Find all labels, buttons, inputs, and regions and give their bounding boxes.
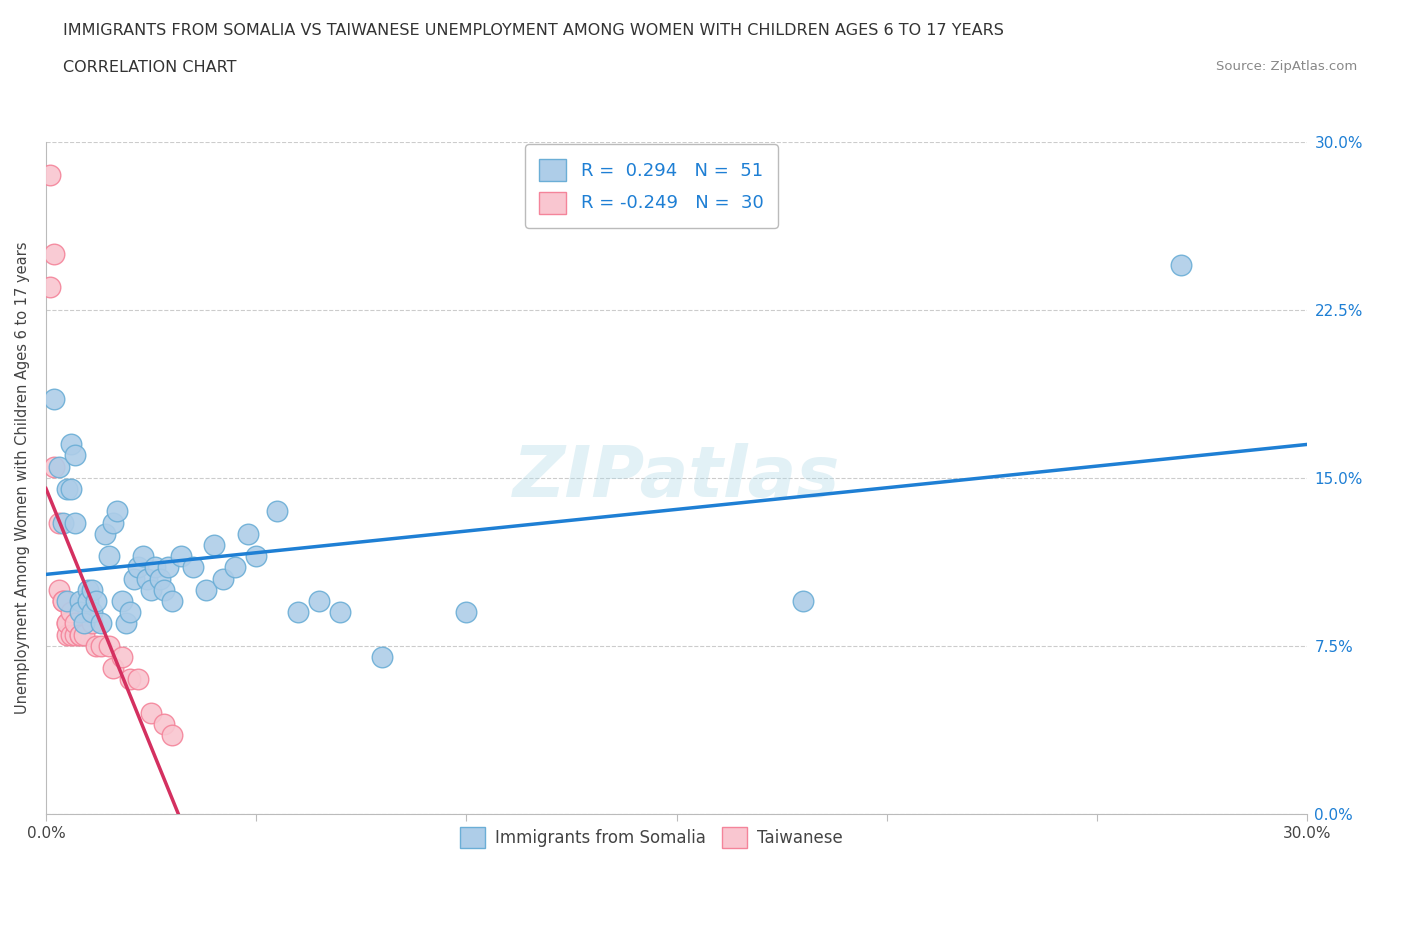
Point xyxy=(152,582,174,597)
Point xyxy=(139,706,162,721)
Point xyxy=(52,515,75,530)
Point xyxy=(135,571,157,586)
Point xyxy=(115,616,138,631)
Point xyxy=(131,549,153,564)
Point xyxy=(77,604,100,619)
Point xyxy=(90,638,112,653)
Point xyxy=(52,593,75,608)
Point xyxy=(94,526,117,541)
Point xyxy=(236,526,259,541)
Point xyxy=(48,459,70,474)
Point xyxy=(69,627,91,642)
Point xyxy=(120,604,142,619)
Point xyxy=(124,571,146,586)
Point xyxy=(65,627,87,642)
Point xyxy=(48,582,70,597)
Point xyxy=(52,593,75,608)
Point xyxy=(152,717,174,732)
Point xyxy=(148,571,170,586)
Point xyxy=(224,560,246,575)
Point xyxy=(127,672,149,687)
Point xyxy=(60,627,83,642)
Point xyxy=(86,638,108,653)
Point xyxy=(792,593,814,608)
Point xyxy=(1170,258,1192,272)
Point xyxy=(456,604,478,619)
Point xyxy=(60,482,83,497)
Point xyxy=(69,604,91,619)
Point xyxy=(77,593,100,608)
Point xyxy=(160,593,183,608)
Point xyxy=(56,482,79,497)
Point xyxy=(98,549,121,564)
Point xyxy=(73,627,96,642)
Point xyxy=(127,560,149,575)
Point xyxy=(69,627,91,642)
Point xyxy=(39,168,62,183)
Point xyxy=(308,593,330,608)
Point xyxy=(103,661,125,676)
Point xyxy=(111,649,134,664)
Point xyxy=(65,448,87,463)
Point xyxy=(202,538,225,552)
Point xyxy=(98,638,121,653)
Point xyxy=(103,515,125,530)
Point xyxy=(39,280,62,295)
Point xyxy=(56,627,79,642)
Point xyxy=(143,560,166,575)
Point xyxy=(56,616,79,631)
Text: Source: ZipAtlas.com: Source: ZipAtlas.com xyxy=(1216,60,1357,73)
Point xyxy=(44,246,66,261)
Point xyxy=(82,604,104,619)
Point xyxy=(44,459,66,474)
Legend: Immigrants from Somalia, Taiwanese: Immigrants from Somalia, Taiwanese xyxy=(451,819,852,856)
Text: CORRELATION CHART: CORRELATION CHART xyxy=(63,60,236,75)
Point xyxy=(69,593,91,608)
Point xyxy=(56,593,79,608)
Point xyxy=(73,616,96,631)
Point xyxy=(44,392,66,407)
Point xyxy=(245,549,267,564)
Point xyxy=(65,616,87,631)
Text: IMMIGRANTS FROM SOMALIA VS TAIWANESE UNEMPLOYMENT AMONG WOMEN WITH CHILDREN AGES: IMMIGRANTS FROM SOMALIA VS TAIWANESE UNE… xyxy=(63,23,1004,38)
Y-axis label: Unemployment Among Women with Children Ages 6 to 17 years: Unemployment Among Women with Children A… xyxy=(15,242,30,714)
Point xyxy=(56,616,79,631)
Point xyxy=(90,616,112,631)
Point xyxy=(77,582,100,597)
Point xyxy=(266,504,288,519)
Point xyxy=(181,560,204,575)
Point xyxy=(194,582,217,597)
Point xyxy=(65,515,87,530)
Point xyxy=(211,571,233,586)
Point xyxy=(156,560,179,575)
Text: ZIPatlas: ZIPatlas xyxy=(513,444,841,512)
Point xyxy=(371,649,394,664)
Point xyxy=(120,672,142,687)
Point xyxy=(329,604,352,619)
Point xyxy=(86,593,108,608)
Point xyxy=(287,604,309,619)
Point xyxy=(82,582,104,597)
Point xyxy=(111,593,134,608)
Point xyxy=(107,504,129,519)
Point xyxy=(139,582,162,597)
Point xyxy=(160,728,183,743)
Point xyxy=(60,604,83,619)
Point xyxy=(48,515,70,530)
Point xyxy=(169,549,191,564)
Point xyxy=(82,616,104,631)
Point xyxy=(60,437,83,452)
